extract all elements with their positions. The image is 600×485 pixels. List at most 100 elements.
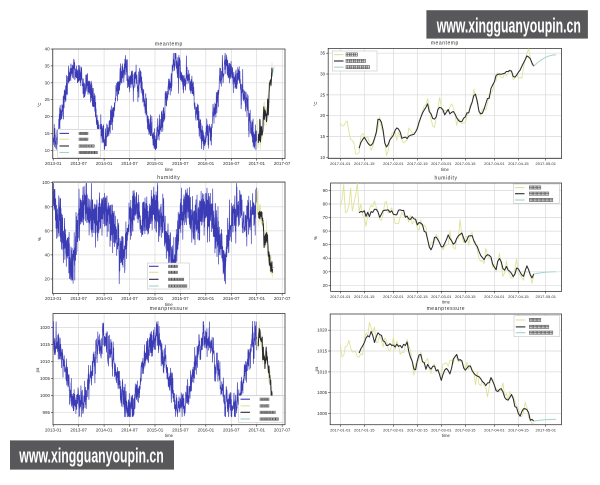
- svg-text:2013-07: 2013-07: [70, 427, 87, 432]
- svg-text:1015: 1015: [40, 342, 51, 347]
- svg-text:2017-07: 2017-07: [274, 296, 291, 301]
- svg-text:2013-01: 2013-01: [45, 296, 62, 301]
- svg-text:2017-03-01: 2017-03-01: [431, 161, 452, 166]
- svg-text:time: time: [165, 302, 174, 307]
- svg-text:meantemp: meantemp: [431, 41, 459, 47]
- svg-text:1015: 1015: [317, 349, 328, 354]
- svg-text:10: 10: [45, 148, 51, 153]
- svg-text:1000: 1000: [40, 393, 51, 398]
- svg-text:2017-03-01: 2017-03-01: [431, 427, 452, 432]
- svg-text:2017-03-01: 2017-03-01: [431, 294, 452, 299]
- svg-text:2017-02-15: 2017-02-15: [407, 161, 428, 166]
- svg-text:2017-04-01: 2017-04-01: [484, 294, 505, 299]
- svg-text:2017-01-01: 2017-01-01: [330, 427, 351, 432]
- svg-text:%: %: [313, 236, 318, 240]
- svg-text:20: 20: [320, 113, 326, 118]
- svg-text:humidity: humidity: [435, 176, 458, 182]
- svg-text:2016-07: 2016-07: [223, 427, 240, 432]
- svg-text:time: time: [165, 167, 174, 172]
- svg-text:2017-02-15: 2017-02-15: [407, 294, 428, 299]
- svg-text:°C: °C: [313, 102, 318, 107]
- svg-text:2016-01: 2016-01: [198, 296, 215, 301]
- svg-text:2015-01: 2015-01: [147, 296, 164, 301]
- svg-text:2013-01: 2013-01: [45, 427, 62, 432]
- svg-text:time: time: [165, 433, 174, 438]
- svg-text:1000: 1000: [317, 411, 328, 416]
- svg-text:2013-01: 2013-01: [45, 161, 62, 166]
- svg-text:2017-01-01: 2017-01-01: [330, 161, 351, 166]
- svg-text:20: 20: [45, 114, 51, 119]
- svg-text:2017-01: 2017-01: [248, 296, 265, 301]
- svg-text:2015-07: 2015-07: [172, 427, 189, 432]
- svg-text:2017-04-15: 2017-04-15: [508, 161, 529, 166]
- svg-text:90: 90: [323, 188, 329, 193]
- svg-text:30: 30: [323, 269, 329, 274]
- svg-text:40: 40: [45, 252, 51, 257]
- svg-text:70: 70: [323, 215, 329, 220]
- svg-text:time: time: [441, 167, 450, 172]
- svg-text:2015-07: 2015-07: [172, 161, 189, 166]
- svg-text:2017-03-15: 2017-03-15: [455, 294, 476, 299]
- svg-text:2016-01: 2016-01: [198, 427, 215, 432]
- svg-text:2014-01: 2014-01: [96, 161, 113, 166]
- svg-text:60: 60: [323, 229, 329, 234]
- svg-text:15: 15: [320, 134, 326, 139]
- svg-text:2017-05-01: 2017-05-01: [536, 161, 557, 166]
- svg-text:2017-04-15: 2017-04-15: [508, 294, 529, 299]
- svg-text:%: %: [37, 237, 42, 241]
- svg-text:2017-01-15: 2017-01-15: [354, 161, 375, 166]
- svg-text:www.xingguanyoupin.cn: www.xingguanyoupin.cn: [436, 15, 581, 37]
- svg-text:60: 60: [45, 228, 51, 233]
- svg-text:pa: pa: [314, 366, 319, 371]
- svg-text:1020: 1020: [40, 325, 51, 330]
- svg-text:80: 80: [45, 204, 51, 209]
- svg-text:25: 25: [320, 92, 326, 97]
- svg-text:2017-01-01: 2017-01-01: [330, 294, 351, 299]
- svg-text:40: 40: [323, 256, 329, 261]
- svg-text:1005: 1005: [40, 376, 51, 381]
- svg-text:2017-02-01: 2017-02-01: [383, 294, 404, 299]
- svg-text:2017-07: 2017-07: [274, 161, 291, 166]
- svg-text:2016-01: 2016-01: [198, 161, 215, 166]
- svg-text:meantemp: meantemp: [155, 42, 183, 48]
- svg-text:2017-01: 2017-01: [248, 427, 265, 432]
- svg-text:2017-02-15: 2017-02-15: [407, 427, 428, 432]
- svg-text:pa: pa: [35, 367, 40, 372]
- svg-text:80: 80: [323, 201, 329, 206]
- svg-text:2017-05-01: 2017-05-01: [536, 427, 557, 432]
- svg-text:2017-01-15: 2017-01-15: [354, 427, 375, 432]
- svg-text:2017-04-01: 2017-04-01: [484, 427, 505, 432]
- svg-text:humidity: humidity: [157, 175, 180, 181]
- svg-text:2013-07: 2013-07: [70, 296, 87, 301]
- svg-text:25: 25: [45, 97, 51, 102]
- svg-text:30: 30: [320, 72, 326, 77]
- svg-text:2017-03-15: 2017-03-15: [455, 161, 476, 166]
- svg-text:10: 10: [320, 155, 326, 160]
- svg-text:1005: 1005: [317, 390, 328, 395]
- svg-text:30: 30: [45, 80, 51, 85]
- svg-text:2014-01: 2014-01: [96, 427, 113, 432]
- svg-text:15: 15: [45, 131, 51, 136]
- svg-text:time: time: [442, 300, 451, 305]
- svg-text:meanpressure: meanpressure: [427, 306, 466, 312]
- svg-text:meanpressure: meanpressure: [150, 306, 189, 312]
- svg-text:2015-01: 2015-01: [147, 427, 164, 432]
- svg-text:1020: 1020: [317, 328, 328, 333]
- svg-text:www.xingguanyoupin.cn: www.xingguanyoupin.cn: [19, 445, 164, 467]
- svg-text:2014-01: 2014-01: [96, 296, 113, 301]
- svg-text:2014-07: 2014-07: [121, 296, 138, 301]
- svg-text:2017-07: 2017-07: [274, 427, 291, 432]
- svg-text:2014-07: 2014-07: [121, 427, 138, 432]
- svg-text:35: 35: [320, 51, 326, 56]
- svg-text:2015-01: 2015-01: [147, 161, 164, 166]
- svg-text:2017-04-01: 2017-04-01: [484, 161, 505, 166]
- svg-text:2017-02-01: 2017-02-01: [383, 161, 404, 166]
- svg-text:2016-07: 2016-07: [223, 161, 240, 166]
- svg-text:35: 35: [45, 63, 51, 68]
- svg-text:1010: 1010: [40, 359, 51, 364]
- svg-text:995: 995: [42, 410, 50, 415]
- svg-text:2017-03-15: 2017-03-15: [455, 427, 476, 432]
- svg-text:2014-07: 2014-07: [121, 161, 138, 166]
- svg-text:2017-04-15: 2017-04-15: [508, 427, 529, 432]
- svg-text:100: 100: [42, 180, 50, 185]
